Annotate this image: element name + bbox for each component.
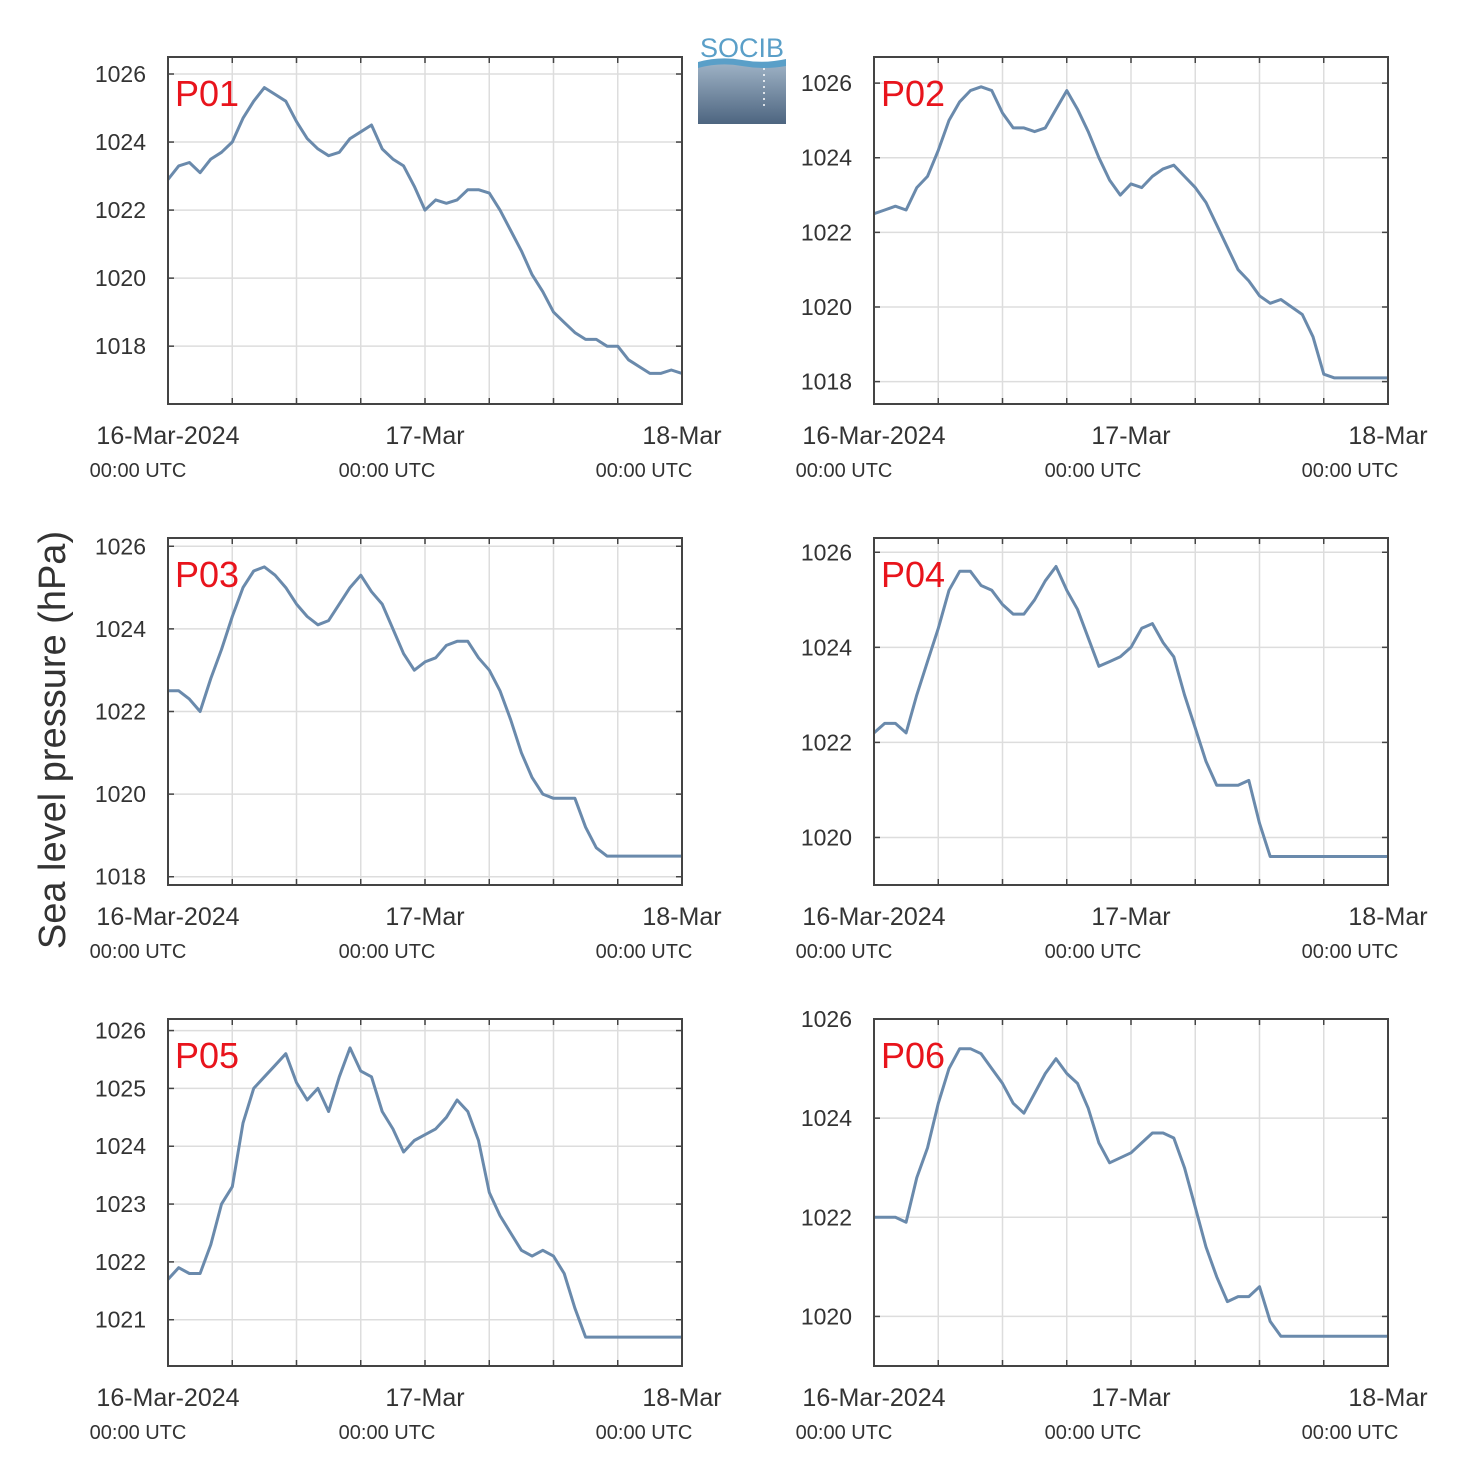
panel-label: P02 xyxy=(881,73,945,114)
x-tick-label: 18-Mar xyxy=(1348,1384,1427,1412)
logo-top-band-icon xyxy=(698,58,786,68)
x-tick-label: 17-Mar xyxy=(385,1384,464,1412)
x-tick-sublabel: 00:00 UTC xyxy=(596,941,693,963)
y-tick-label: 1020 xyxy=(95,265,146,291)
series-line xyxy=(874,1047,1388,1338)
series-line xyxy=(168,565,682,858)
y-tick-label: 1020 xyxy=(801,1303,852,1329)
y-tick-label: 1020 xyxy=(801,824,852,850)
x-tick-label: 17-Mar xyxy=(385,422,464,450)
x-tick-sublabel: 00:00 UTC xyxy=(1302,941,1399,963)
x-tick-sublabel: 00:00 UTC xyxy=(596,1422,693,1444)
y-tick-label: 1018 xyxy=(95,333,146,359)
axes-frame xyxy=(873,537,1389,886)
y-tick-label: 1024 xyxy=(801,1105,852,1131)
y-tick-label: 1020 xyxy=(801,294,852,320)
panel-p03: 1018 1020 1022 1024 1026 16-Mar-2024 00:00 UTC… xyxy=(90,533,722,963)
y-tick-label: 1024 xyxy=(95,129,146,155)
socib-logo: SOCIB xyxy=(698,33,786,124)
panel-label: P04 xyxy=(881,554,945,595)
logo-text: SOCIB xyxy=(700,33,784,63)
x-tick-sublabel: 00:00 UTC xyxy=(339,1422,436,1444)
y-tick-label: 1026 xyxy=(95,61,146,87)
x-tick-label: 16-Mar-2024 xyxy=(802,1384,945,1412)
y-tick-label: 1024 xyxy=(801,145,852,171)
x-tick-label: 17-Mar xyxy=(1091,422,1170,450)
x-tick-sublabel: 00:00 UTC xyxy=(796,941,893,963)
x-tick-label: 17-Mar xyxy=(385,903,464,931)
x-tick-label: 18-Mar xyxy=(642,1384,721,1412)
y-tick-label: 1021 xyxy=(95,1307,146,1333)
y-axis-label: Sea level pressure (hPa) xyxy=(32,531,74,949)
y-tick-label: 1018 xyxy=(95,864,146,890)
y-tick-label: 1026 xyxy=(95,533,146,559)
y-tick-label: 1025 xyxy=(95,1075,146,1101)
x-tick-sublabel: 00:00 UTC xyxy=(1045,941,1142,963)
x-tick-sublabel: 00:00 UTC xyxy=(339,460,436,482)
x-tick-sublabel: 00:00 UTC xyxy=(1302,460,1399,482)
y-tick-label: 1024 xyxy=(801,634,852,660)
series-line xyxy=(168,1046,682,1339)
panel-label: P03 xyxy=(175,554,239,595)
axes-frame xyxy=(873,56,1389,405)
x-tick-label: 16-Mar-2024 xyxy=(96,903,239,931)
panel-label: P01 xyxy=(175,73,239,114)
x-tick-label: 16-Mar-2024 xyxy=(96,422,239,450)
x-tick-sublabel: 00:00 UTC xyxy=(796,1422,893,1444)
x-tick-sublabel: 00:00 UTC xyxy=(1302,1422,1399,1444)
x-tick-label: 18-Mar xyxy=(642,903,721,931)
x-tick-sublabel: 00:00 UTC xyxy=(796,460,893,482)
y-tick-label: 1026 xyxy=(801,70,852,96)
y-tick-label: 1022 xyxy=(95,197,146,223)
y-tick-label: 1023 xyxy=(95,1191,146,1217)
axes-frame xyxy=(167,1018,683,1367)
axes-frame xyxy=(167,56,683,405)
y-tick-label: 1018 xyxy=(801,369,852,395)
y-tick-label: 1024 xyxy=(95,1133,146,1159)
axes-frame xyxy=(167,537,683,886)
y-tick-label: 1022 xyxy=(95,699,146,725)
x-tick-label: 18-Mar xyxy=(642,422,721,450)
x-tick-label: 17-Mar xyxy=(1091,1384,1170,1412)
series-line xyxy=(874,85,1388,380)
series-line xyxy=(168,86,682,375)
x-tick-sublabel: 00:00 UTC xyxy=(596,460,693,482)
x-tick-sublabel: 00:00 UTC xyxy=(90,1422,187,1444)
panel-label: P06 xyxy=(881,1035,945,1076)
panel-p05: 1021 1022 1023 1024 1025 1026 16-Mar-2024 00:00… xyxy=(90,1018,722,1444)
x-tick-sublabel: 00:00 UTC xyxy=(90,941,187,963)
x-tick-label: 16-Mar-2024 xyxy=(96,1384,239,1412)
y-tick-label: 1022 xyxy=(95,1249,146,1275)
panel-p01: 1018 1020 1022 1024 1026 16-Mar-2024 00:00 UTC… xyxy=(90,56,722,482)
y-tick-label: 1026 xyxy=(95,1018,146,1044)
y-tick-label: 1026 xyxy=(801,1006,852,1032)
x-tick-sublabel: 00:00 UTC xyxy=(90,460,187,482)
x-tick-label: 18-Mar xyxy=(1348,903,1427,931)
y-tick-label: 1026 xyxy=(801,539,852,565)
x-tick-sublabel: 00:00 UTC xyxy=(1045,460,1142,482)
y-tick-label: 1022 xyxy=(801,729,852,755)
y-tick-label: 1022 xyxy=(801,219,852,245)
panel-p06: 1020 1022 1024 1026 16-Mar-2024 00:00 UTC 17-M… xyxy=(796,1006,1428,1444)
x-tick-label: 16-Mar-2024 xyxy=(802,903,945,931)
panel-p02: 1018 1020 1022 1024 1026 16-Mar-2024 00:00 UTC… xyxy=(796,56,1428,482)
panel-p04: 1020 1022 1024 1026 16-Mar-2024 00:00 UTC 17-M… xyxy=(796,537,1428,963)
x-tick-label: 17-Mar xyxy=(1091,903,1170,931)
x-tick-label: 18-Mar xyxy=(1348,422,1427,450)
y-tick-label: 1020 xyxy=(95,781,146,807)
x-tick-sublabel: 00:00 UTC xyxy=(1045,1422,1142,1444)
series-line xyxy=(874,565,1388,858)
logo-wave-icon xyxy=(698,62,786,124)
y-tick-label: 1022 xyxy=(801,1204,852,1230)
x-tick-sublabel: 00:00 UTC xyxy=(339,941,436,963)
panel-label: P05 xyxy=(175,1035,239,1076)
y-tick-label: 1024 xyxy=(95,616,146,642)
x-tick-label: 16-Mar-2024 xyxy=(802,422,945,450)
axes-frame xyxy=(873,1018,1389,1367)
